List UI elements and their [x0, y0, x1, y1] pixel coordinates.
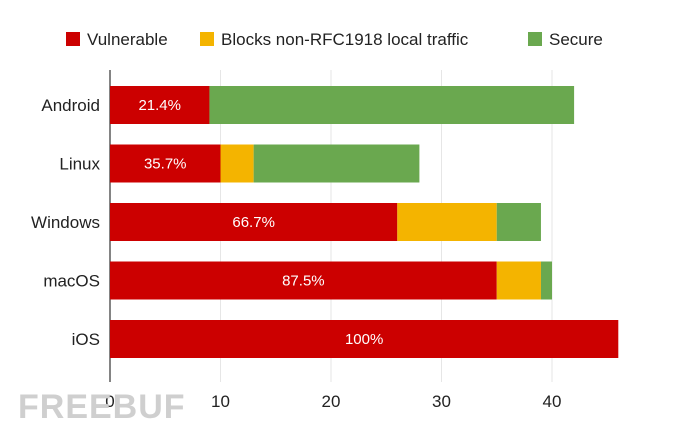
bar-ios-vulnerable — [110, 320, 619, 358]
bar-android-vulnerable — [110, 86, 210, 124]
category-label-macos: macOS — [43, 272, 100, 291]
bar-android-secure — [209, 86, 575, 124]
data-label-windows: 66.7% — [232, 214, 275, 231]
bars — [110, 86, 619, 358]
x-tick-label-20: 20 — [322, 392, 341, 411]
x-tick-label-0: 0 — [105, 392, 114, 411]
bar-windows-secure — [496, 203, 541, 241]
legend: Vulnerable Blocks non-RFC1918 local traff… — [66, 30, 603, 49]
bar-macos-secure — [540, 261, 552, 300]
category-label-windows: Windows — [31, 213, 100, 232]
data-label-ios: 100% — [345, 331, 383, 348]
legend-label-vulnerable: Vulnerable — [87, 30, 168, 49]
bar-linux-secure — [253, 144, 420, 183]
data-labels: 21.4% 35.7% 66.7% 87.5% 100% — [138, 97, 383, 348]
bar-windows-vulnerable — [110, 203, 398, 241]
bar-macos-vulnerable — [110, 261, 497, 300]
x-tick-label-10: 10 — [211, 392, 230, 411]
x-tick-labels: 0 10 20 30 40 — [105, 392, 561, 411]
legend-label-blocks: Blocks non-RFC1918 local traffic — [221, 30, 469, 49]
bar-linux-vulnerable — [110, 144, 221, 183]
x-tick-label-30: 30 — [432, 392, 451, 411]
bar-linux-blocks — [220, 144, 254, 183]
category-label-linux: Linux — [59, 155, 100, 174]
data-label-macos: 87.5% — [282, 273, 325, 290]
x-tick-label-40: 40 — [543, 392, 562, 411]
category-labels: Android Linux Windows macOS iOS — [31, 96, 100, 349]
legend-label-secure: Secure — [549, 30, 603, 49]
watermark-text: FREEBUF — [18, 388, 186, 426]
category-label-android: Android — [41, 96, 100, 115]
category-label-ios: iOS — [72, 330, 100, 349]
bar-macos-blocks — [496, 261, 541, 300]
legend-swatch-vulnerable — [66, 32, 80, 46]
legend-swatch-secure — [528, 32, 542, 46]
bar-windows-blocks — [397, 203, 497, 241]
data-label-linux: 35.7% — [144, 156, 187, 173]
legend-swatch-blocks — [200, 32, 214, 46]
data-label-android: 21.4% — [138, 97, 181, 114]
